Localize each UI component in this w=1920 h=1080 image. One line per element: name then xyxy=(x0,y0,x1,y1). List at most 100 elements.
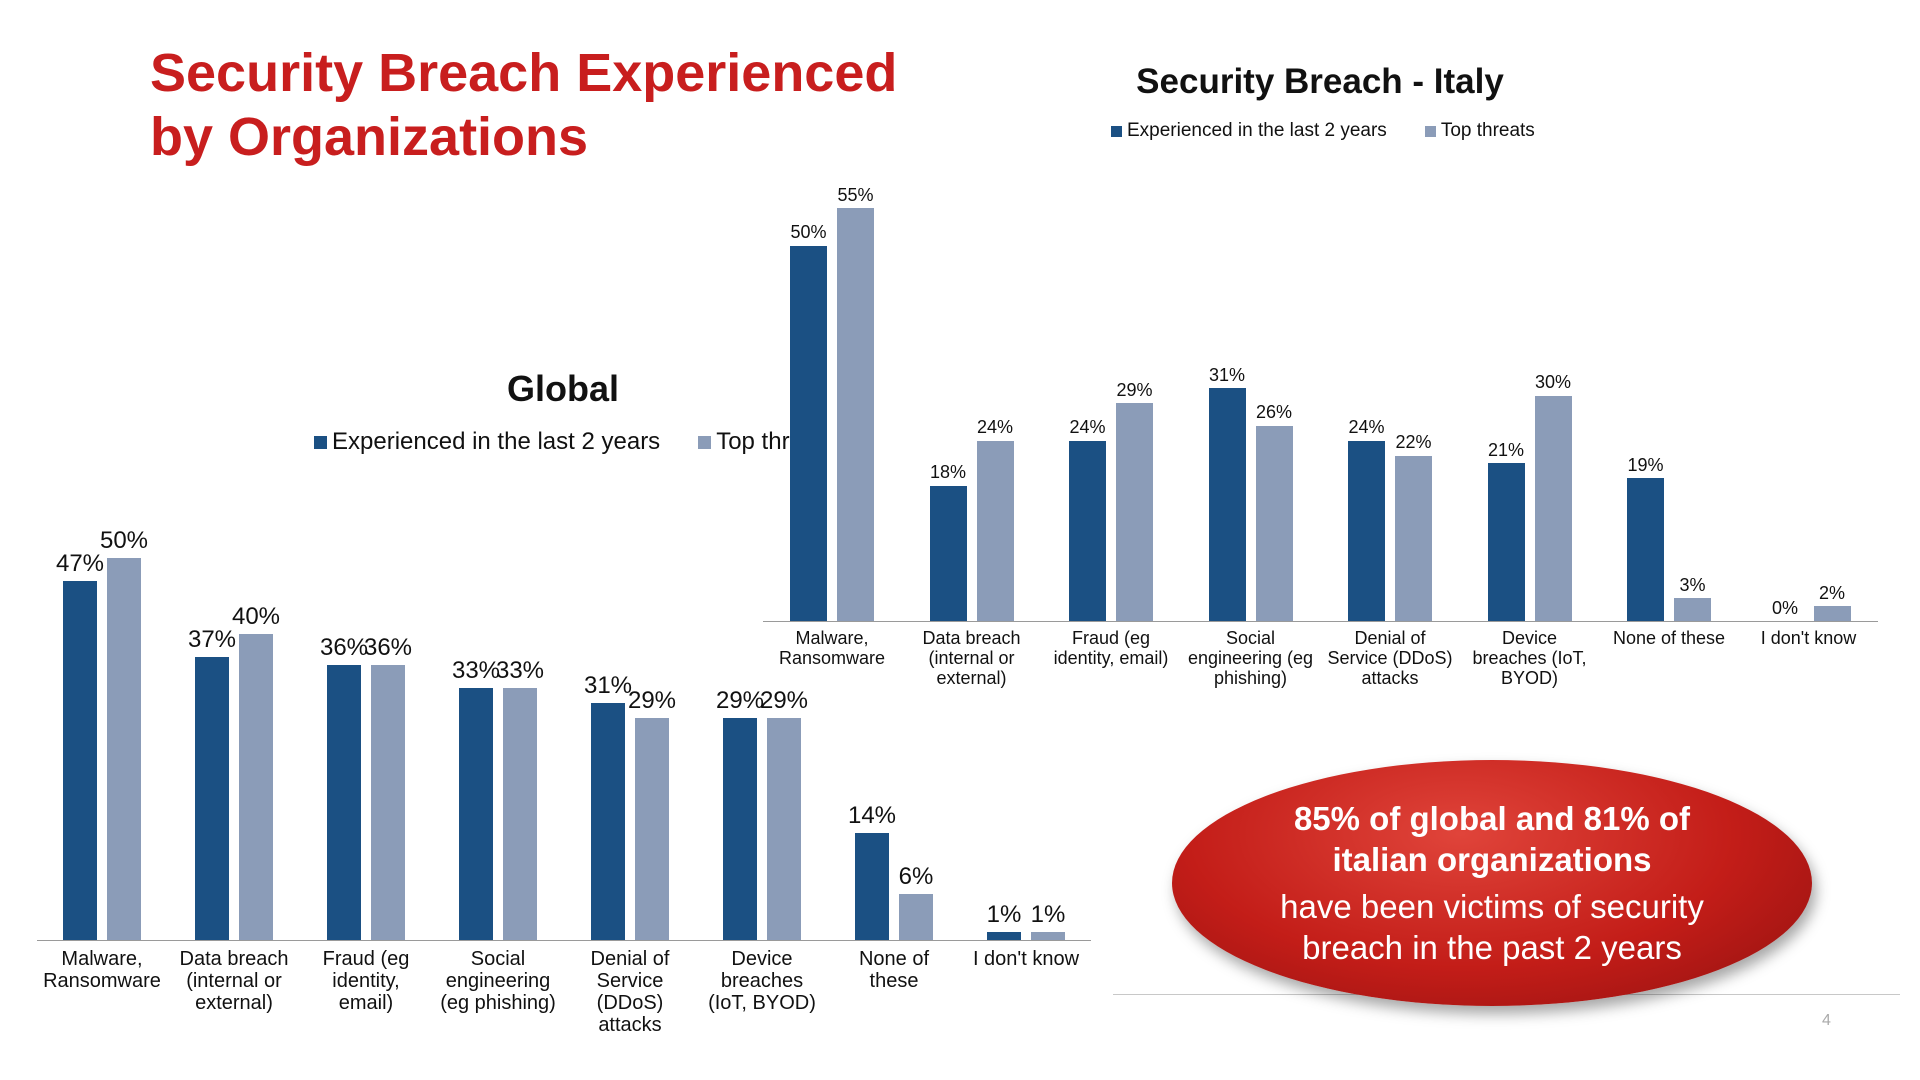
x-tick-label: Denial of Service (DDoS) attacks xyxy=(1327,628,1453,688)
x-tick-label: None of these xyxy=(858,948,930,992)
bar xyxy=(1116,403,1153,621)
x-tick-label: Social engineering (eg phishing) xyxy=(440,948,556,1014)
data-label: 29% xyxy=(759,687,809,715)
data-label: 33% xyxy=(495,656,545,684)
x-axis xyxy=(37,940,1091,941)
bar xyxy=(1813,605,1851,621)
data-label: 0% xyxy=(1771,597,1799,618)
chart-title: Security Breach - Italy xyxy=(1136,62,1504,101)
bar xyxy=(987,932,1021,940)
bar xyxy=(1534,395,1572,621)
x-tick-label: Device breaches (IoT, BYOD) xyxy=(708,948,816,1014)
bar xyxy=(635,718,669,940)
legend-label: Top threats xyxy=(1440,120,1535,141)
legend-swatch xyxy=(1424,125,1436,137)
data-label: 14% xyxy=(847,801,897,829)
x-tick-label: Data breach (internal or external) xyxy=(922,628,1021,688)
x-tick-label: Fraud (eg identity, email) xyxy=(322,948,410,1014)
legend-item: Experienced in the last 2 years xyxy=(1111,120,1387,142)
slide-title: Security Breach Experienced by Organizat… xyxy=(150,43,898,167)
data-label: 33% xyxy=(451,656,501,684)
legend-item: Experienced in the last 2 years xyxy=(314,428,660,456)
data-label: 18% xyxy=(929,462,967,483)
legend-label: Experienced in the last 2 years xyxy=(1127,120,1387,141)
bar xyxy=(837,207,874,621)
bar xyxy=(767,718,801,940)
page-number: 4 xyxy=(1822,1012,1831,1029)
x-tick-label: Malware, Ransomware xyxy=(778,628,886,668)
bar xyxy=(63,580,97,940)
bar xyxy=(503,687,537,940)
data-label: 21% xyxy=(1487,439,1525,460)
x-tick-label: Data breach (internal or external) xyxy=(179,948,289,1014)
bar xyxy=(327,664,361,940)
bar xyxy=(239,634,273,940)
x-axis xyxy=(763,621,1878,622)
data-label: 31% xyxy=(583,671,633,699)
data-label: 1% xyxy=(986,901,1022,929)
data-label: 22% xyxy=(1395,432,1432,453)
legend-label: Experienced in the last 2 years xyxy=(332,428,661,455)
bar xyxy=(1674,598,1711,621)
data-label: 50% xyxy=(99,526,149,554)
bar xyxy=(1255,425,1293,621)
callout-headline: 85% of global and 81% of italian organiz… xyxy=(1293,799,1691,878)
data-label: 55% xyxy=(837,184,874,205)
data-label: 30% xyxy=(1534,372,1572,393)
data-label: 31% xyxy=(1208,364,1246,385)
data-label: 29% xyxy=(627,687,677,715)
x-tick-label: Denial of Service (DDoS) attacks xyxy=(590,948,670,1036)
legend-swatch xyxy=(314,435,327,449)
x-tick-label: I don't know xyxy=(972,948,1080,970)
bar xyxy=(195,657,229,940)
data-label: 29% xyxy=(715,687,765,715)
bar xyxy=(591,703,625,940)
bar xyxy=(1069,440,1106,621)
bar xyxy=(1031,932,1065,940)
data-label: 47% xyxy=(55,549,105,577)
legend-swatch xyxy=(1111,125,1122,137)
data-label: 6% xyxy=(898,862,934,890)
bar xyxy=(1395,455,1432,621)
data-label: 19% xyxy=(1627,454,1664,475)
legend-item: Top threats xyxy=(1424,120,1535,142)
x-tick-label: Social engineering (eg phishing) xyxy=(1187,628,1314,688)
bar xyxy=(976,440,1014,621)
bar xyxy=(1208,388,1246,621)
bar xyxy=(899,894,933,940)
data-label: 24% xyxy=(1348,417,1385,438)
bar xyxy=(1487,463,1525,621)
data-label: 3% xyxy=(1679,575,1706,596)
data-label: 36% xyxy=(363,633,413,661)
bar xyxy=(1348,440,1385,621)
x-tick-label: None of these xyxy=(1612,628,1726,648)
data-label: 50% xyxy=(790,222,827,243)
data-label: 1% xyxy=(1030,901,1066,929)
data-label: 40% xyxy=(231,603,281,631)
data-label: 24% xyxy=(976,417,1014,438)
bar xyxy=(371,664,405,940)
chart-title: Global xyxy=(506,368,620,409)
data-label: 26% xyxy=(1255,402,1293,423)
legend: Experienced in the last 2 years Top threa… xyxy=(314,428,793,456)
data-label: 2% xyxy=(1818,582,1846,603)
data-label: 36% xyxy=(319,633,369,661)
legend-item: Top threats xyxy=(698,428,793,456)
data-label: 37% xyxy=(187,626,237,654)
bar xyxy=(855,833,889,940)
bar xyxy=(790,245,827,621)
callout-text: have been victims of security breach in … xyxy=(1280,888,1704,967)
x-tick-label: Device breaches (IoT, BYOD) xyxy=(1472,628,1587,688)
bar xyxy=(723,718,757,940)
data-label: 29% xyxy=(1116,379,1153,400)
bar xyxy=(107,558,141,940)
legend-label: Top threats xyxy=(716,428,793,455)
legend-swatch xyxy=(698,435,712,449)
x-tick-label: Malware, Ransomware xyxy=(43,948,161,992)
x-tick-label: I don't know xyxy=(1760,628,1857,648)
bar xyxy=(929,485,967,621)
data-label: 24% xyxy=(1069,417,1106,438)
callout: 85% of global and 81% of italian organiz… xyxy=(1172,760,1812,1006)
bar xyxy=(459,687,493,940)
